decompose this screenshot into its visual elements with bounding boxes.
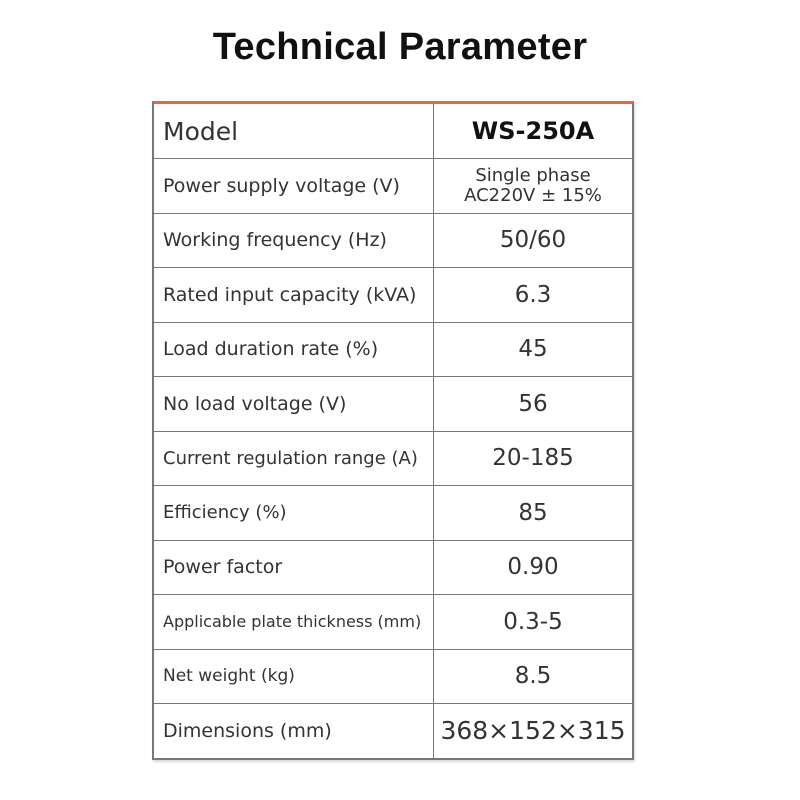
table-row: Working frequency (Hz) 50/60 [154, 212, 632, 267]
row-value: 8.5 [514, 663, 552, 690]
table-row: Power supply voltage (V) Single phase AC… [154, 158, 632, 213]
page-title: Technical Parameter [212, 26, 588, 68]
row-value: 50/60 [499, 227, 567, 254]
row-value: Single phase AC220V ± 15% [434, 159, 632, 213]
row-label: No load voltage (V) [154, 377, 434, 431]
row-label: Working frequency (Hz) [154, 213, 434, 267]
row-value: 85 [518, 499, 548, 526]
table-row: Efficiency (%) 85 [154, 485, 632, 540]
header-label: Model [154, 104, 434, 158]
table-header-row: Model WS-250A [154, 104, 632, 158]
table-row: Current regulation range (A) 20-185 [154, 430, 632, 485]
row-label: Net weight (kg) [154, 649, 434, 703]
row-value: 0.90 [507, 554, 559, 581]
row-value: 56 [518, 390, 548, 417]
row-value: 0.3-5 [503, 608, 563, 635]
table-row: No load voltage (V) 56 [154, 376, 632, 431]
row-label: Load duration rate (%) [154, 322, 434, 376]
table-row: Net weight (kg) 8.5 [154, 648, 632, 703]
row-value: 20-185 [492, 445, 574, 472]
row-label: Dimensions (mm) [154, 704, 434, 758]
row-label: Current regulation range (A) [154, 431, 434, 485]
parameter-table: Model WS-250A Power supply voltage (V) S… [152, 101, 634, 760]
row-label: Power supply voltage (V) [154, 159, 434, 213]
table-row: Load duration rate (%) 45 [154, 321, 632, 376]
row-label: Efficiency (%) [154, 486, 434, 540]
table-row: Applicable plate thickness (mm) 0.3-5 [154, 594, 632, 649]
table-row: Rated input capacity (kVA) 6.3 [154, 267, 632, 322]
row-value: 6.3 [514, 281, 552, 308]
table-row: Dimensions (mm) 368×152×315 [154, 703, 632, 758]
row-value: 368×152×315 [440, 716, 626, 746]
value-line: AC220V ± 15% [464, 184, 602, 206]
row-label: Rated input capacity (kVA) [154, 268, 434, 322]
table-row: Power factor 0.90 [154, 539, 632, 594]
value-line: Single phase [475, 164, 591, 186]
row-label: Applicable plate thickness (mm) [154, 595, 434, 649]
model-value: WS-250A [471, 117, 595, 145]
row-value: 45 [518, 336, 548, 363]
row-label: Power factor [154, 540, 434, 594]
